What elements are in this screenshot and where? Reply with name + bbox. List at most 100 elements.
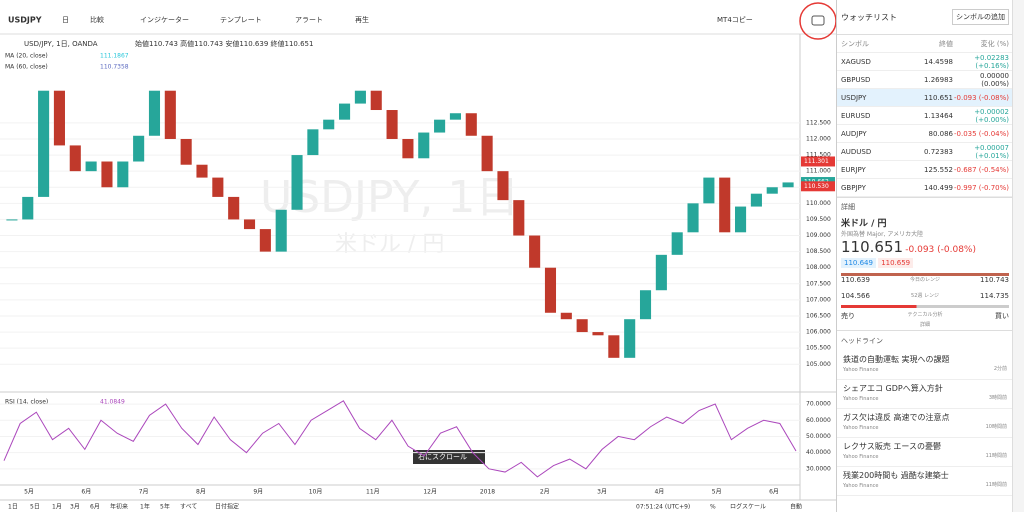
- symbol[interactable]: USDJPY: [8, 16, 42, 25]
- toolbar-item[interactable]: インジケーター: [140, 15, 189, 24]
- candle: [687, 203, 699, 233]
- candle: [85, 161, 97, 172]
- range-button[interactable]: 年初来: [110, 503, 128, 511]
- legend-ma60: MA (60, close): [5, 64, 48, 71]
- legend-ma20: MA (20, close): [5, 53, 48, 60]
- range-button[interactable]: 1月: [52, 504, 62, 511]
- candle: [608, 335, 620, 358]
- right-strip: [1012, 0, 1024, 512]
- watchlist-cell: XAGUSD: [841, 57, 871, 66]
- scale-button[interactable]: %: [710, 504, 716, 511]
- camera-icon[interactable]: [811, 15, 825, 26]
- add-symbol[interactable]: シンボルの追加: [952, 9, 1009, 25]
- range-button[interactable]: 1日: [8, 504, 18, 511]
- price-marker: [801, 156, 835, 167]
- y-tick-label: 70.0000: [806, 401, 831, 408]
- watchlist-row[interactable]: XAGUSD 14.4598 +0.02283 (+0.16%): [837, 53, 1013, 71]
- watchlist-row[interactable]: EURUSD 1.13464 +0.00002 (+0.00%): [837, 107, 1013, 125]
- headline[interactable]: ガス欠は違反 高速での注意点 Yahoo Finance 10時間前: [837, 409, 1013, 438]
- detail-change: -0.093 (-0.08%): [905, 245, 976, 255]
- candle: [370, 90, 382, 111]
- detail-price: 110.651: [841, 238, 904, 256]
- toolbar-item[interactable]: 比較: [90, 15, 104, 24]
- x-tick-label: 9月: [253, 489, 263, 496]
- watchlist-row[interactable]: AUDJPY 80.086 -0.035 (-0.04%): [837, 125, 1013, 143]
- detail-sub: 外国為替 Major, アメリカ大陸: [841, 231, 924, 238]
- toolbar-item[interactable]: テンプレート: [220, 16, 262, 24]
- sell: 売り: [841, 312, 855, 320]
- legend-rsi-value: 41.0849: [100, 399, 125, 406]
- x-tick-label: 4月: [654, 489, 664, 496]
- watermark-sub: 米ドル / 円: [335, 232, 444, 257]
- candle: [133, 135, 145, 162]
- toolbar-item[interactable]: 再生: [355, 15, 369, 24]
- y-tick-label: 109.500: [806, 216, 831, 223]
- range-button[interactable]: 日付指定: [215, 503, 239, 511]
- detail-more[interactable]: 詳細: [919, 322, 930, 328]
- y-tick-label: 108.000: [806, 264, 831, 271]
- watchlist-cell: 1.13464: [924, 111, 953, 120]
- candle: [22, 196, 34, 220]
- day-low: 110.639: [841, 276, 870, 284]
- toolbar-item[interactable]: アラート: [295, 16, 323, 24]
- watchlist-row[interactable]: EURJPY 125.552 -0.687 (-0.54%): [837, 161, 1013, 179]
- candle: [481, 135, 493, 172]
- candle: [592, 332, 604, 336]
- x-tick-label: 5月: [24, 489, 34, 496]
- y-tick-label: 107.500: [806, 280, 831, 287]
- headline-time: 11時間前: [985, 482, 1007, 488]
- scroll-button[interactable]: [413, 450, 485, 464]
- w-low: 104.566: [841, 292, 870, 300]
- watchlist-row[interactable]: GBPUSD 1.26983 0.00000 (0.00%): [837, 71, 1013, 89]
- watchlist-row[interactable]: AUDUSD 0.72383 +0.00007 (+0.01%): [837, 143, 1013, 161]
- x-tick-label: 8月: [196, 489, 206, 496]
- candle: [69, 145, 81, 172]
- y-tick-label: 105.000: [806, 361, 831, 368]
- x-tick-label: 5月: [712, 489, 722, 496]
- y-tick-label: 111.500: [806, 152, 831, 159]
- candle: [38, 90, 50, 197]
- y-tick-label: 109.000: [806, 232, 831, 239]
- clock: 07:51:24 (UTC+9): [636, 504, 690, 511]
- toolbar-item[interactable]: 日: [62, 16, 69, 24]
- scale-button[interactable]: ログスケール: [730, 503, 766, 511]
- watchlist-cell: -0.997 (-0.70%): [953, 183, 1009, 192]
- toolbar-item[interactable]: MT4コピー: [717, 16, 753, 24]
- tech: テクニカル分析: [907, 312, 943, 318]
- y-tick-label: 40.0000: [806, 449, 831, 456]
- headline[interactable]: シェアエコ GDPへ算入方針 Yahoo Finance 3時間前: [837, 380, 1013, 409]
- headline[interactable]: 鉄道の自動運転 実現への課題 Yahoo Finance 2分前: [837, 351, 1013, 380]
- range-button[interactable]: 5年: [160, 503, 170, 511]
- scale-button[interactable]: 自動: [790, 503, 802, 511]
- buy: 買い: [994, 312, 1009, 320]
- candle: [243, 219, 256, 230]
- candle: [719, 177, 731, 233]
- x-tick-label: 6月: [769, 489, 779, 496]
- range-button[interactable]: 3月: [70, 504, 80, 511]
- x-tick-label: 3月: [597, 489, 607, 496]
- watchlist-row[interactable]: GBPJPY 140.499 -0.997 (-0.70%): [837, 179, 1013, 197]
- ask: 110.659: [878, 258, 914, 268]
- watchlist-cell: EURUSD: [841, 111, 871, 120]
- price-marker: [801, 181, 835, 192]
- headline-time: 2分前: [993, 366, 1007, 372]
- scroll-hint[interactable]: 右にスクロール: [418, 452, 467, 461]
- candle: [53, 90, 65, 146]
- candle: [275, 209, 287, 252]
- range-button[interactable]: 5日: [30, 504, 40, 511]
- x-tick-label: 2月: [540, 489, 550, 496]
- headline[interactable]: レクサス販売 エースの憂鬱 Yahoo Finance 11時間前: [837, 438, 1013, 467]
- watchlist-row[interactable]: USDJPY 110.651 -0.093 (-0.08%): [837, 89, 1013, 107]
- headline[interactable]: 残業200時間も 過酷な建築士 Yahoo Finance 11時間前: [837, 467, 1013, 496]
- legend-ohlc: 始値110.743 高値110.743 安値110.639 終値110.651: [135, 39, 313, 48]
- legend-rsi: RSI (14, close): [5, 399, 48, 406]
- range-button[interactable]: 6月: [90, 504, 100, 511]
- range-button[interactable]: すべて: [180, 504, 197, 511]
- watchlist-cell: GBPJPY: [841, 183, 866, 192]
- candle: [576, 319, 588, 333]
- candle: [513, 200, 525, 236]
- y-tick-label: 111.000: [806, 168, 831, 175]
- detail-title: 詳細: [837, 197, 1013, 216]
- y-tick-label: 60.0000: [806, 417, 831, 424]
- range-button[interactable]: 1年: [140, 503, 150, 511]
